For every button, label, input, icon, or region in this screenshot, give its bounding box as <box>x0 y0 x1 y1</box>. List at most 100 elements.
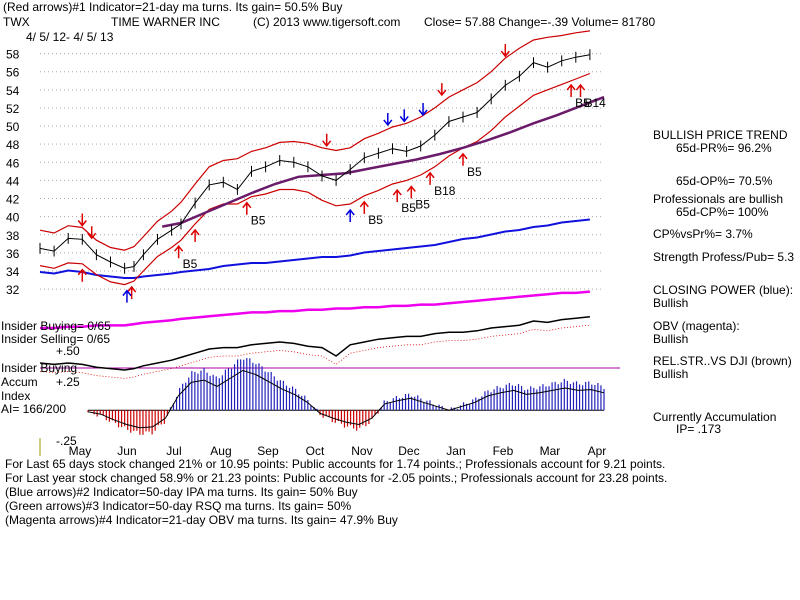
signal-label: B5 <box>415 197 430 211</box>
accum-plus50: +.50 <box>56 344 80 358</box>
y-tick-label-36: 36 <box>6 247 20 261</box>
obv-line <box>40 290 591 330</box>
price-panel <box>39 30 605 286</box>
x-tick-label-may: May <box>69 444 92 458</box>
upper-band-line <box>39 30 590 251</box>
x-tick-label-aug: Aug <box>210 444 231 458</box>
signal-label: B5 <box>575 96 590 110</box>
signal-label: B14 <box>585 96 607 110</box>
signal-label: B18 <box>434 184 456 198</box>
ma50-line <box>161 95 605 228</box>
y-tick-label-54: 54 <box>6 84 20 98</box>
sell-arrow-icon <box>437 83 447 97</box>
x-tick-label-sep: Sep <box>257 444 279 458</box>
lower-indicator-lines <box>39 218 620 379</box>
closing-power-label: CLOSING POWER (blue): <box>653 283 794 297</box>
x-tick-label-feb: Feb <box>493 444 514 458</box>
x-tick-label-jun: Jun <box>117 444 136 458</box>
buy-arrow-icon <box>174 245 184 259</box>
footer-magenta-arrows: (Magenta arrows)#4 Indicator=21-day OBV … <box>5 513 398 527</box>
date-range: 4/ 5/ 12- 4/ 5/ 13 <box>26 30 114 44</box>
accumulation-index-panel <box>39 358 605 456</box>
x-tick-label-mar: Mar <box>540 444 561 458</box>
accum-plus25: +.25 <box>56 375 80 389</box>
signal-label: B5 <box>401 201 416 215</box>
closing-power-value: Bullish <box>653 296 689 310</box>
sell-arrow-icon <box>87 226 97 240</box>
y-axis-ticks: 58 56 54 52 50 48 46 44 42 40 38 36 34 32 <box>6 48 20 298</box>
y-tick-label-44: 44 <box>6 174 20 188</box>
cp-vs-pr: CP%vsPr%= 3.7% <box>653 227 753 241</box>
relstr-label: REL.STR..VS DJI (brown) <box>653 354 792 368</box>
signal-label: B5 <box>251 214 266 228</box>
accum-ma-line <box>87 369 605 429</box>
footer-65day: For Last 65 days stock changed 21% or 10… <box>5 457 666 471</box>
y-tick-label-40: 40 <box>6 211 20 225</box>
footer-year: For Last year stock changed 58.9% or 21.… <box>5 471 668 485</box>
x-axis-months: May Jun Jul Aug Sep Oct Nov Dec Jan Feb Mar Apr <box>69 444 607 458</box>
insider-selling-ratio: Insider Selling= 0/65 <box>1 332 111 346</box>
y-tick-label-34: 34 <box>6 265 20 279</box>
accumulation-label: Currently Accumulation <box>653 410 777 424</box>
lower-band-line <box>39 72 591 286</box>
rel-strength-line <box>39 316 590 371</box>
y-tick-label-32: 32 <box>6 283 20 297</box>
buy-arrow-icon <box>127 285 137 299</box>
price-line <box>39 54 590 269</box>
x-tick-label-oct: Oct <box>306 444 325 458</box>
red-arrows-note: (Red arrows)#1 Indicator=21-day ma turns… <box>3 0 343 14</box>
relstr-value: Bullish <box>653 367 689 381</box>
y-tick-label-42: 42 <box>6 193 20 207</box>
buy-arrow-icon <box>575 83 586 97</box>
ai-score: AI= 166/200 <box>1 402 67 416</box>
trend-title: BULLISH PRICE TREND <box>653 128 788 142</box>
y-tick-label-48: 48 <box>6 138 20 152</box>
professionals-line: Professionals are bullish <box>653 192 784 206</box>
y-tick-label-38: 38 <box>6 229 20 243</box>
insider-buying-label: Insider Buying <box>1 361 78 375</box>
sell-arrow-icon <box>399 109 409 123</box>
buy-arrow-icon <box>392 188 402 203</box>
obv-label: OBV (magenta): <box>653 319 740 333</box>
x-tick-label-jul: Jul <box>166 444 181 458</box>
y-tick-label-56: 56 <box>6 66 20 80</box>
buy-arrow-icon <box>359 200 369 214</box>
pr-value: 65d-PR%= 96.2% <box>676 141 772 155</box>
footer-green-arrows: (Green arrows)#3 Indicator=50-day RSQ ma… <box>5 499 352 513</box>
y-tick-label-58: 58 <box>6 48 20 62</box>
obv-value: Bullish <box>653 332 689 346</box>
copyright: (C) 2013 www.tigersoft.com <box>253 15 401 29</box>
x-tick-label-nov: Nov <box>351 444 372 458</box>
sell-arrow-icon <box>322 133 332 148</box>
insider-buying-ratio: Insider Buying= 0/65 <box>1 319 111 333</box>
index-label: Index <box>1 389 31 403</box>
signal-label: B5 <box>467 165 482 179</box>
cp-value: 65d-CP%= 100% <box>676 205 769 219</box>
signal-label: B5 <box>183 257 198 271</box>
sell-arrow-icon <box>77 213 87 227</box>
buy-arrow-icon <box>458 152 468 166</box>
buy-arrow-icon <box>77 268 87 282</box>
buy-arrow-icon <box>406 185 416 199</box>
buy-arrow-icon <box>345 208 355 222</box>
buy-arrow-icon <box>190 228 200 242</box>
accum-label: Accum <box>1 375 38 389</box>
footer-blue-arrows: (Blue arrows)#2 Indicator=50-day IPA ma … <box>5 485 358 499</box>
ticker-symbol: TWX <box>3 15 30 29</box>
buy-arrow-icon <box>122 289 132 303</box>
buy-arrow-icon <box>566 83 576 97</box>
buy-arrow-icon <box>425 171 435 185</box>
sell-arrow-icon <box>418 103 428 117</box>
closing-power-line <box>39 218 591 279</box>
op-value: 65d-OP%= 70.5% <box>676 174 773 188</box>
accum-minus25: -.25 <box>56 434 77 448</box>
x-tick-label-apr: Apr <box>588 444 607 458</box>
y-tick-label-52: 52 <box>6 102 20 116</box>
sell-arrow-icon <box>383 112 393 127</box>
quote-line: Close= 57.88 Change=-.39 Volume= 81780 <box>424 15 656 29</box>
strength-profess-pub: Strength Profess/Pub= 5.3 <box>653 250 795 264</box>
buy-arrow-icon <box>242 201 252 215</box>
sell-arrow-icon <box>500 44 510 58</box>
